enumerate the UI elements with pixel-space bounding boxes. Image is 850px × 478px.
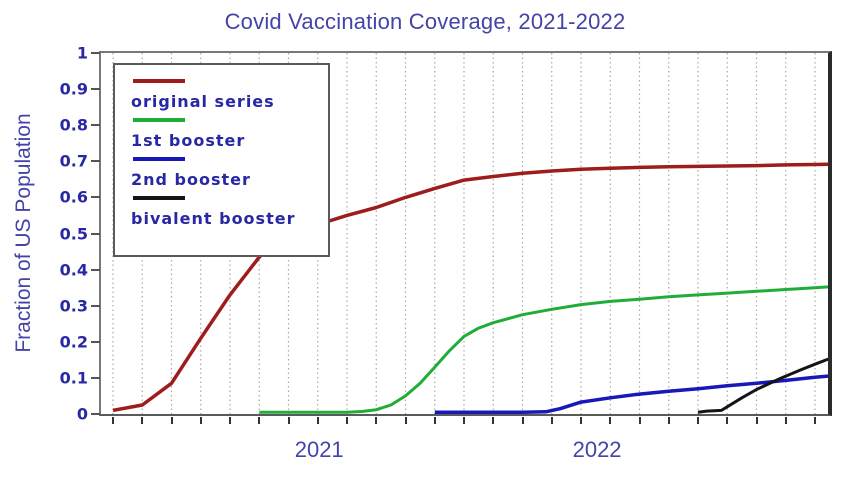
y-tick-label: 0.1 xyxy=(59,368,88,388)
x-tick-mark xyxy=(667,417,670,424)
legend-item: 2nd booster xyxy=(131,157,328,189)
y-tick-label: 0.9 xyxy=(59,79,88,99)
x-tick-mark xyxy=(521,417,524,424)
x-tick-mark xyxy=(433,417,436,424)
x-tick-mark xyxy=(346,417,348,424)
y-tick-label: 0.3 xyxy=(59,296,88,316)
legend-swatch-1st-booster xyxy=(133,118,185,122)
x-axis-year-label: 2021 xyxy=(294,437,344,462)
x-tick-mark xyxy=(609,417,612,424)
x-tick-mark xyxy=(726,417,729,424)
legend-label: original series xyxy=(131,92,275,111)
legend-label: 2nd booster xyxy=(131,170,251,189)
x-tick-mark xyxy=(697,417,699,424)
plot-area: original series 1st booster 2nd booster biv… xyxy=(99,51,832,416)
x-tick-mark xyxy=(316,417,319,424)
y-tick-mark xyxy=(91,124,100,127)
x-tick-mark xyxy=(141,417,144,424)
x-tick-mark xyxy=(170,417,173,424)
legend-label: bivalent booster xyxy=(131,209,296,228)
x-tick-mark xyxy=(550,417,553,424)
x-axis-year-label: 2022 xyxy=(572,437,622,462)
x-tick-mark xyxy=(755,417,758,424)
x-tick-mark xyxy=(638,417,641,424)
y-tick-label: 0.4 xyxy=(59,260,88,280)
y-tick-label: 1 xyxy=(76,43,88,63)
chart-title: Covid Vaccination Coverage, 2021-2022 xyxy=(224,9,626,34)
y-tick-label: 0.8 xyxy=(59,115,88,135)
x-tick-mark xyxy=(580,417,582,424)
y-tick-label: 0.5 xyxy=(59,224,88,243)
legend-item: 1st booster xyxy=(131,118,328,150)
x-tick-mark xyxy=(814,417,816,424)
series-line-original-series xyxy=(112,162,828,413)
y-tick-mark xyxy=(91,160,100,163)
legend-swatch-bivalent-booster xyxy=(133,196,185,200)
x-tick-mark xyxy=(199,417,202,424)
x-tick-mark xyxy=(375,417,378,424)
y-tick-mark xyxy=(91,196,100,199)
x-tick-mark xyxy=(404,417,407,424)
x-tick-mark xyxy=(492,417,495,424)
y-tick-label: 0.2 xyxy=(59,332,88,352)
y-tick-mark xyxy=(91,268,100,271)
legend-swatch-2nd-booster xyxy=(133,157,185,161)
y-tick-label: 0.7 xyxy=(59,151,88,171)
y-tick-label: 0 xyxy=(76,404,88,424)
x-tick-mark xyxy=(229,417,231,424)
y-tick-mark xyxy=(91,340,100,343)
series-line-1st-booster xyxy=(259,285,828,414)
legend-label: 1st booster xyxy=(131,131,246,150)
x-tick-mark xyxy=(112,417,114,424)
y-tick-mark xyxy=(91,413,100,415)
legend-swatch-original-series xyxy=(133,79,185,83)
y-tick-mark xyxy=(91,88,100,91)
legend: original series 1st booster 2nd booster biv… xyxy=(113,63,330,257)
y-tick-mark xyxy=(91,304,100,307)
y-tick-mark xyxy=(91,232,100,235)
y-tick-label: 0.6 xyxy=(59,187,88,207)
x-tick-mark xyxy=(287,417,290,424)
x-tick-mark xyxy=(784,417,787,424)
x-tick-mark xyxy=(463,417,465,424)
legend-item: bivalent booster xyxy=(131,196,328,228)
legend-item: original series xyxy=(131,79,328,111)
y-tick-mark xyxy=(91,376,100,379)
y-tick-mark xyxy=(91,52,100,54)
series-line-bivalent-booster xyxy=(697,357,828,414)
x-tick-mark xyxy=(258,417,261,424)
